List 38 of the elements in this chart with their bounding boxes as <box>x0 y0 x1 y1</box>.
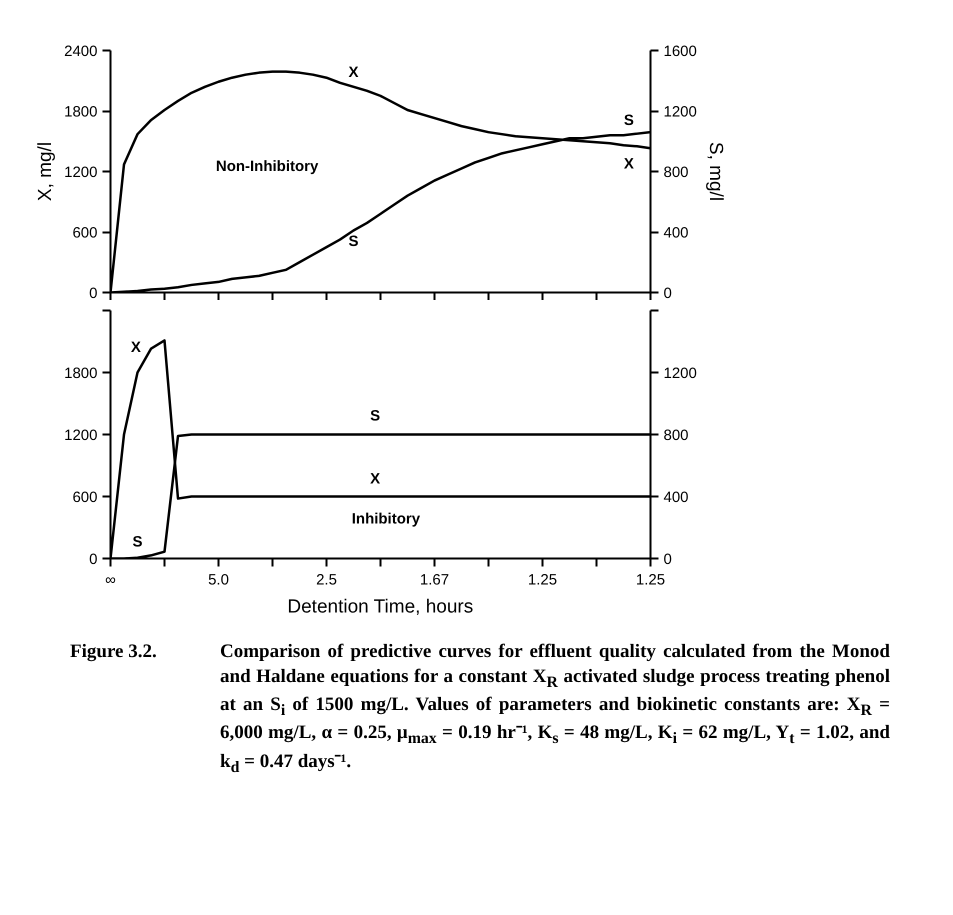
annotation: Inhibitory <box>352 510 421 528</box>
y-axis-title: X, mg/l <box>35 142 56 202</box>
x-tick-label: 2.5 <box>316 572 337 588</box>
annotation: S <box>624 112 634 130</box>
y2-tick-label: 800 <box>664 164 689 181</box>
y-tick-label: 2400 <box>64 43 98 60</box>
x-tick-label: ∞ <box>105 572 116 588</box>
y2-tick-label: 400 <box>664 489 689 506</box>
x-axis-title: Detention Time, hours <box>287 596 474 618</box>
y-tick-label: 1800 <box>64 365 98 382</box>
y-tick-label: 1200 <box>64 427 98 444</box>
y2-tick-label: 800 <box>664 427 689 444</box>
x-tick-label: 1.25 <box>636 572 666 588</box>
y2-tick-label: 0 <box>664 551 672 568</box>
y2-tick-label: 1600 <box>664 43 697 60</box>
y2-tick-label: 1200 <box>664 365 697 382</box>
annotation: S <box>348 233 359 250</box>
text: Figure 3.2. Comparison of predictive curves for effluent quality calculated from the Monod and Haldane equations for a constant X$_{R}$ activated sludge process treating phenol at an S$_{i}$ of 1500 mg/L. Values of parameters and biokinetic constants are: X$_{R}$ = 6,000 mg/L, α = 0.25, μ$_{max}$ = 0.19 hr⁻¹, K$_{s}$ = 48 mg/L, K$_{i}$ = 62 mg/L, Y$_{t}$ = 1.02, and k$_{d}$ = 0.47 days⁻¹. <box>70 641 890 776</box>
annotation: X <box>624 156 634 173</box>
y-tick-label: 1200 <box>64 164 98 181</box>
y-tick-label: 0 <box>89 551 98 568</box>
y2-tick-label: 1200 <box>664 104 697 120</box>
annotation: X <box>130 339 141 356</box>
x-tick-label: 5.0 <box>208 572 229 588</box>
annotation: X <box>370 470 380 488</box>
annotation: S <box>132 534 143 551</box>
x-tick-label: 1.67 <box>420 572 450 588</box>
x-tick-label: 1.25 <box>528 572 558 588</box>
y-tick-label: 600 <box>72 224 98 242</box>
y-tick-label: 0 <box>89 285 98 302</box>
y2-tick-label: 0 <box>664 285 672 302</box>
annotation: X <box>348 64 359 81</box>
y-tick-label: 1800 <box>64 104 98 120</box>
annotation: Non-Inhibitory <box>216 158 319 176</box>
y2-axis-title: S, mg/l <box>704 142 726 202</box>
annotation: S <box>370 407 380 424</box>
y-tick-label: 600 <box>72 489 98 506</box>
y2-tick-label: 400 <box>664 224 689 242</box>
